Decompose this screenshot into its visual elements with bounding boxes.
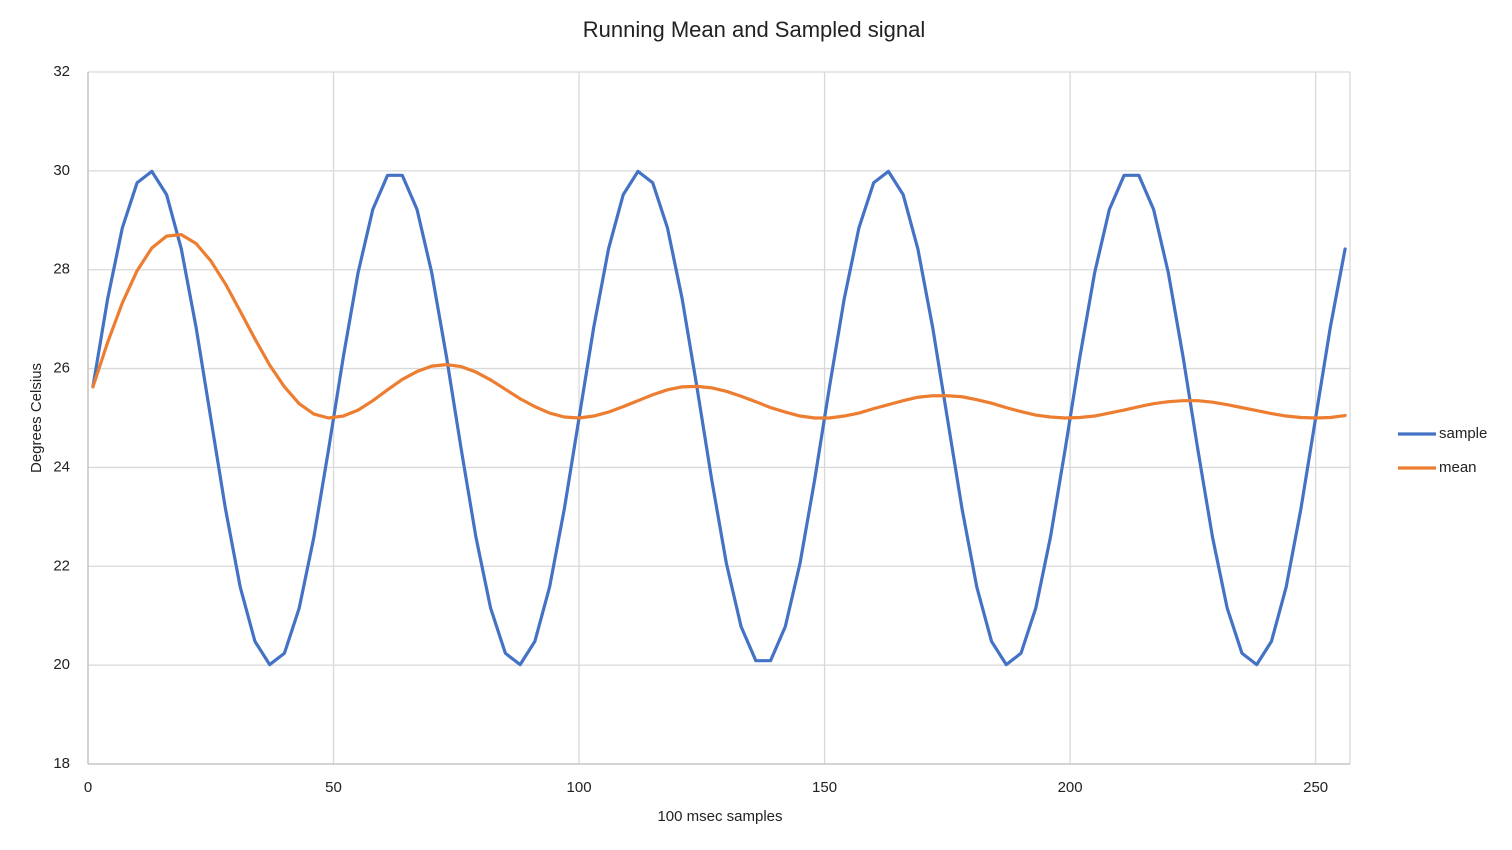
x-tick-label: 250 [1303, 779, 1328, 796]
x-tick-label: 0 [84, 779, 92, 796]
x-tick-label: 150 [812, 779, 837, 796]
series-line [91, 233, 1347, 420]
x-tick-label: 50 [325, 779, 342, 796]
y-tick-label: 24 [53, 458, 70, 475]
x-tick-label: 200 [1058, 779, 1083, 796]
x-axis-label: 100 msec samples [657, 808, 782, 825]
y-tick-label: 32 [53, 63, 70, 80]
y-tick-label: 18 [53, 755, 70, 772]
y-tick-label: 20 [53, 656, 70, 673]
y-tick-label: 28 [53, 261, 70, 278]
legend-label: sample [1439, 425, 1487, 442]
x-tick-label: 100 [567, 779, 592, 796]
y-axis-label: Degrees Celsius [28, 363, 45, 473]
y-tick-label: 26 [53, 360, 70, 377]
y-tick-label: 30 [53, 162, 70, 179]
y-tick-label: 22 [53, 557, 70, 574]
legend-label: mean [1439, 459, 1477, 476]
series-line [91, 169, 1347, 667]
chart-title: Running Mean and Sampled signal [583, 17, 925, 42]
